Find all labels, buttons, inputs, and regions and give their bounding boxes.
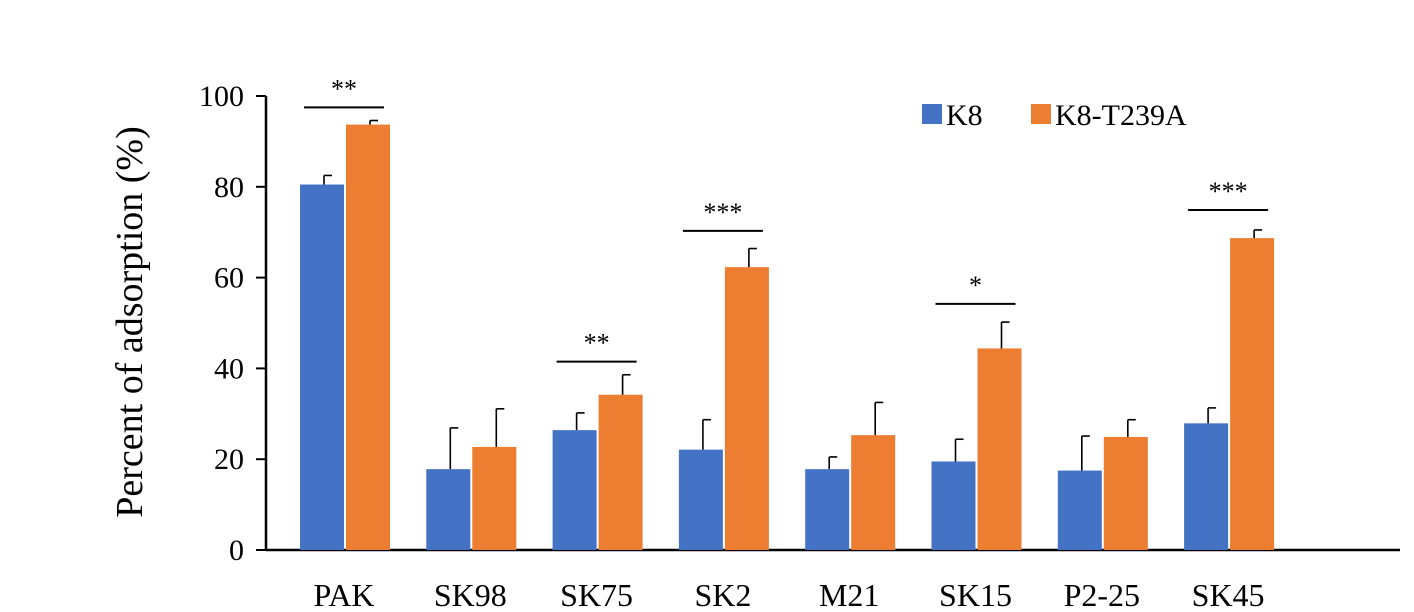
x-tick-label-sk75: SK75 <box>560 577 633 612</box>
x-tick-labels: PAK SK98 SK75 SK2 M21 SK15 P2-25 SK45 <box>313 577 1264 612</box>
bar-k8-sk2 <box>678 449 723 550</box>
bar-k8-t239a-sk2 <box>724 267 769 550</box>
y-tick-label-20: 20 <box>214 443 244 476</box>
significance-label-sk15: * <box>969 271 982 300</box>
legend-swatch-k8 <box>922 104 942 124</box>
bar-k8-p2-25 <box>1057 470 1102 550</box>
bar-k8-t239a-sk98 <box>472 446 517 550</box>
legend-label-k8-t239a: K8-T239A <box>1055 99 1187 132</box>
y-tick-label-100: 100 <box>199 80 244 113</box>
y-tick-label-0: 0 <box>229 534 244 567</box>
error-bars <box>323 119 1263 471</box>
bar-k8-sk15 <box>931 461 976 550</box>
bar-k8-t239a-sk45 <box>1230 238 1275 551</box>
legend-swatch-k8-t239a <box>1031 104 1051 124</box>
bar-k8-sk98 <box>426 469 471 550</box>
bar-k8-t239a-pak <box>346 124 390 551</box>
significance-label-sk45: *** <box>1209 177 1248 206</box>
bar-k8-t239a-sk75 <box>598 394 643 550</box>
y-axis-title: Percent of adsorption (%) <box>109 126 151 518</box>
y-tick-label-60: 60 <box>214 262 244 295</box>
y-tick-label-40: 40 <box>214 352 244 385</box>
bar-k8-pak <box>300 184 344 550</box>
bar-k8-m21 <box>805 469 850 550</box>
significance-label-sk2: *** <box>703 198 742 227</box>
significance-label-sk75: ** <box>584 329 610 358</box>
x-tick-label-sk15: SK15 <box>939 577 1012 612</box>
y-axis-title-group: Percent of adsorption (%) <box>109 126 151 518</box>
bar-k8-sk45 <box>1184 423 1229 550</box>
bar-k8-sk75 <box>552 430 597 550</box>
bar-k8-t239a-p2-25 <box>1103 436 1148 550</box>
x-tick-label-sk98: SK98 <box>434 577 507 612</box>
significance-label-pak: ** <box>331 74 357 103</box>
bars <box>300 124 1275 551</box>
bar-k8-t239a-m21 <box>851 435 896 550</box>
y-tick-label-80: 80 <box>214 171 244 204</box>
x-tick-label-pak: PAK <box>313 577 374 612</box>
x-tick-label-p2-25: P2-25 <box>1064 577 1140 612</box>
legend-label-k8: K8 <box>946 99 983 132</box>
significance-markers: *********** <box>304 74 1269 363</box>
y-ticks: 0 20 40 60 80 100 <box>199 80 266 567</box>
bar-k8-t239a-sk15 <box>977 348 1022 550</box>
legend: K8 K8-T239A <box>922 99 1187 132</box>
x-tick-label-sk45: SK45 <box>1192 577 1265 612</box>
x-tick-label-sk2: SK2 <box>694 577 751 612</box>
x-tick-label-m21: M21 <box>819 577 879 612</box>
